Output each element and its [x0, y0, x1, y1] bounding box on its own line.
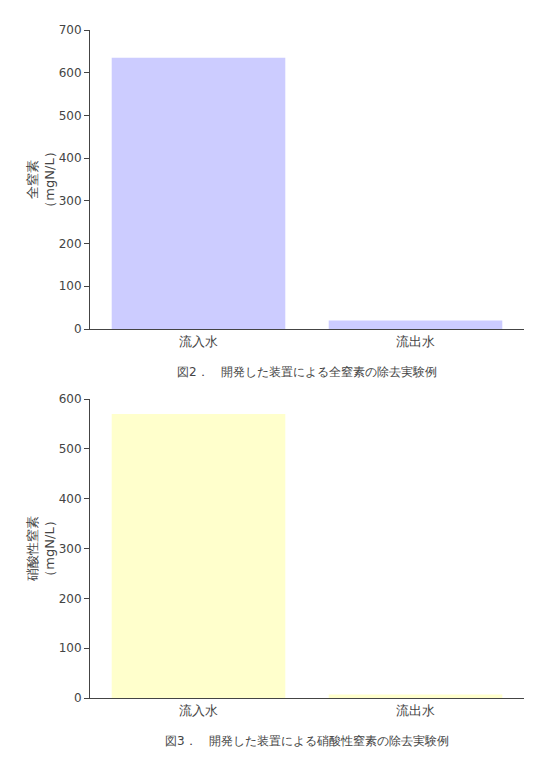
- svg-text:300: 300: [59, 542, 82, 556]
- svg-text:400: 400: [59, 492, 82, 506]
- svg-text:100: 100: [59, 279, 82, 293]
- svg-text:700: 700: [59, 23, 82, 37]
- svg-text:300: 300: [59, 194, 82, 208]
- svg-text:流入水: 流入水: [179, 334, 218, 349]
- svg-text:図3． 開発した装置による硝酸性窒素の除去実験例: 図3． 開発した装置による硝酸性窒素の除去実験例: [165, 734, 449, 748]
- svg-text:100: 100: [59, 641, 82, 655]
- svg-text:0: 0: [74, 691, 82, 705]
- svg-text:流入水: 流入水: [179, 703, 218, 718]
- svg-text:0: 0: [74, 322, 82, 336]
- svg-text:図2． 開発した装置による全窒素の除去実験例: 図2． 開発した装置による全窒素の除去実験例: [177, 365, 437, 379]
- svg-text:500: 500: [59, 109, 82, 123]
- svg-text:200: 200: [59, 237, 82, 251]
- svg-text:流出水: 流出水: [396, 334, 435, 349]
- svg-text:600: 600: [59, 392, 82, 406]
- svg-text:600: 600: [59, 66, 82, 80]
- svg-text:流出水: 流出水: [396, 703, 435, 718]
- svg-text:硝酸性窒素（mgN/L）: 硝酸性窒素（mgN/L）: [25, 514, 57, 582]
- svg-text:200: 200: [59, 592, 82, 606]
- svg-text:全窒素（mgN/L）: 全窒素（mgN/L）: [25, 145, 57, 213]
- svg-text:500: 500: [59, 442, 82, 456]
- svg-text:400: 400: [59, 151, 82, 165]
